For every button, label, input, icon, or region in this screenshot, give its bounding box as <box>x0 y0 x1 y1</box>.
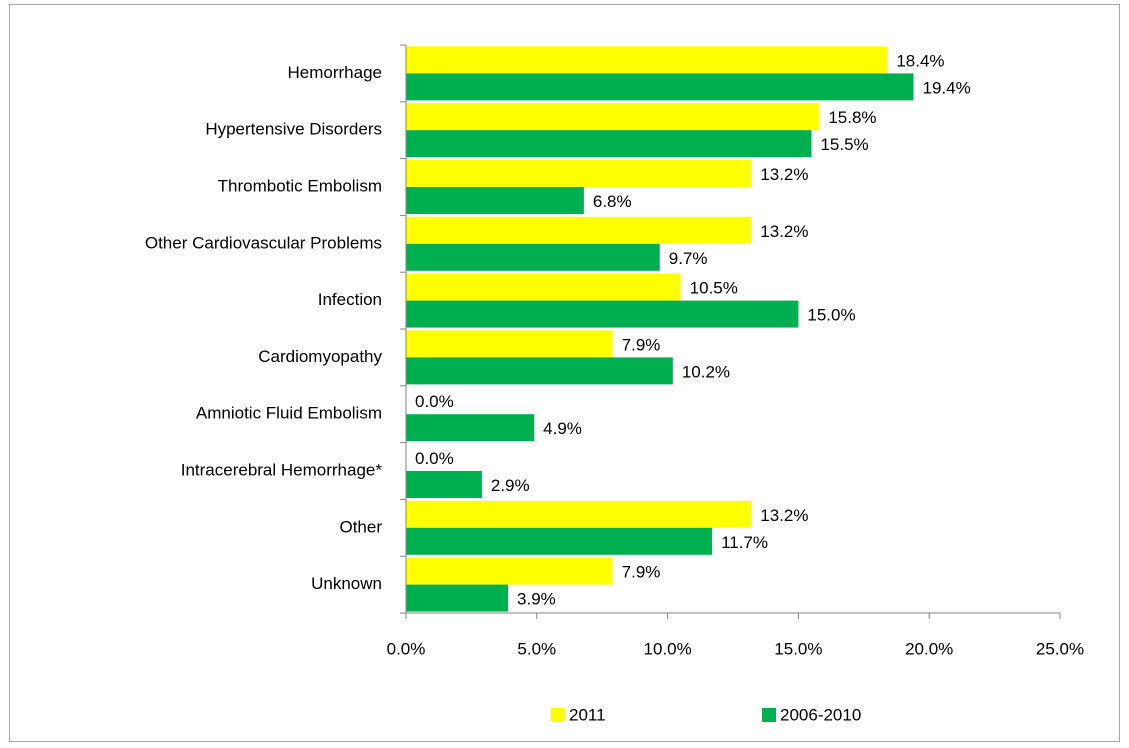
bar <box>406 584 509 612</box>
bar <box>406 73 914 101</box>
y-tick-label: Infection <box>318 290 382 309</box>
value-label: 19.4% <box>923 78 971 97</box>
bar <box>406 130 812 158</box>
x-tick-label: 10.0% <box>643 639 691 658</box>
x-tick-label: 25.0% <box>1036 639 1084 658</box>
x-tick-label: 15.0% <box>774 639 822 658</box>
value-label: 13.2% <box>760 222 808 241</box>
bar <box>406 357 673 385</box>
bar <box>406 500 752 528</box>
value-label: 7.9% <box>622 563 661 582</box>
bar <box>406 46 888 74</box>
value-label: 15.5% <box>820 135 868 154</box>
x-tick-label: 5.0% <box>517 639 556 658</box>
value-label: 9.7% <box>669 249 708 268</box>
x-tick-label: 20.0% <box>905 639 953 658</box>
value-label: 13.2% <box>760 506 808 525</box>
legend-swatch <box>762 708 776 722</box>
bar <box>406 300 799 328</box>
bar <box>406 557 613 585</box>
bar <box>406 103 820 131</box>
bar <box>406 187 584 214</box>
value-label: 10.5% <box>690 279 738 298</box>
y-tick-label: Hypertensive Disorders <box>205 120 382 139</box>
bar <box>406 160 752 187</box>
value-label: 6.8% <box>593 192 632 211</box>
y-tick-label: Hemorrhage <box>288 63 383 82</box>
bar <box>406 273 681 301</box>
y-tick-label: Intracerebral Hemorrhage* <box>181 460 383 479</box>
value-label: 15.0% <box>807 306 855 325</box>
value-label: 13.2% <box>760 165 808 184</box>
bar <box>406 243 660 271</box>
y-tick-label: Unknown <box>311 574 382 593</box>
y-tick-label: Amniotic Fluid Embolism <box>196 404 382 423</box>
value-label: 18.4% <box>896 51 944 70</box>
y-tick-label: Other Cardiovascular Problems <box>145 233 382 252</box>
value-label: 0.0% <box>415 449 454 468</box>
value-label: 7.9% <box>622 335 661 354</box>
bar <box>406 527 713 555</box>
value-label: 15.8% <box>828 108 876 127</box>
legend-swatch <box>551 708 565 722</box>
legend-label: 2006-2010 <box>780 705 861 724</box>
value-label: 2.9% <box>491 476 530 495</box>
bar <box>406 471 482 498</box>
value-label: 10.2% <box>682 362 730 381</box>
legend-label: 2011 <box>569 705 606 724</box>
y-tick-label: Thrombotic Embolism <box>218 176 382 195</box>
bar <box>406 216 752 244</box>
value-label: 0.0% <box>415 392 454 411</box>
value-label: 3.9% <box>517 590 556 609</box>
bar <box>406 414 535 442</box>
bar <box>406 330 613 358</box>
y-tick-label: Other <box>339 517 382 536</box>
value-label: 4.9% <box>543 419 582 438</box>
x-tick-label: 0.0% <box>387 639 426 658</box>
value-label: 11.7% <box>721 533 768 552</box>
y-tick-label: Cardiomyopathy <box>258 347 382 366</box>
